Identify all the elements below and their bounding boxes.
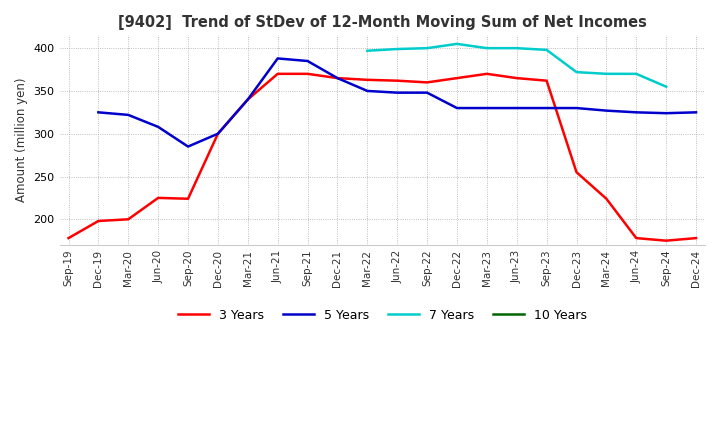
5 Years [184,144,192,149]
3 Years [64,235,73,241]
5 Years [243,97,252,102]
7 Years [662,84,670,89]
5 Years [423,90,431,95]
3 Years [453,76,462,81]
5 Years [692,110,701,115]
3 Years [692,235,701,241]
5 Years [513,106,521,111]
3 Years [572,169,581,175]
5 Years [363,88,372,94]
3 Years [363,77,372,82]
3 Years [542,78,551,83]
5 Years [94,110,103,115]
7 Years [542,47,551,52]
Legend: 3 Years, 5 Years, 7 Years, 10 Years: 3 Years, 5 Years, 7 Years, 10 Years [173,304,592,327]
5 Years [662,110,670,116]
5 Years [542,106,551,111]
3 Years [333,76,342,81]
3 Years [243,97,252,102]
3 Years [513,76,521,81]
5 Years [303,59,312,64]
5 Years [154,124,163,129]
7 Years [423,45,431,51]
Line: 7 Years: 7 Years [367,44,666,87]
5 Years [632,110,641,115]
3 Years [632,235,641,241]
3 Years [662,238,670,243]
7 Years [632,71,641,77]
Y-axis label: Amount (million yen): Amount (million yen) [15,78,28,202]
5 Years [393,90,402,95]
3 Years [393,78,402,83]
7 Years [453,41,462,47]
5 Years [124,112,132,117]
7 Years [363,48,372,53]
Line: 5 Years: 5 Years [99,59,696,147]
3 Years [303,71,312,77]
5 Years [333,76,342,81]
3 Years [214,131,222,136]
3 Years [274,71,282,77]
7 Years [482,45,491,51]
7 Years [393,46,402,51]
5 Years [274,56,282,61]
3 Years [482,71,491,77]
3 Years [154,195,163,201]
5 Years [572,106,581,111]
7 Years [602,71,611,77]
3 Years [602,196,611,202]
5 Years [214,131,222,136]
5 Years [602,108,611,113]
7 Years [513,45,521,51]
5 Years [453,106,462,111]
3 Years [124,216,132,222]
3 Years [184,196,192,202]
Title: [9402]  Trend of StDev of 12-Month Moving Sum of Net Incomes: [9402] Trend of StDev of 12-Month Moving… [118,15,647,30]
5 Years [482,106,491,111]
7 Years [572,70,581,75]
Line: 3 Years: 3 Years [68,74,696,241]
3 Years [94,218,103,224]
3 Years [423,80,431,85]
